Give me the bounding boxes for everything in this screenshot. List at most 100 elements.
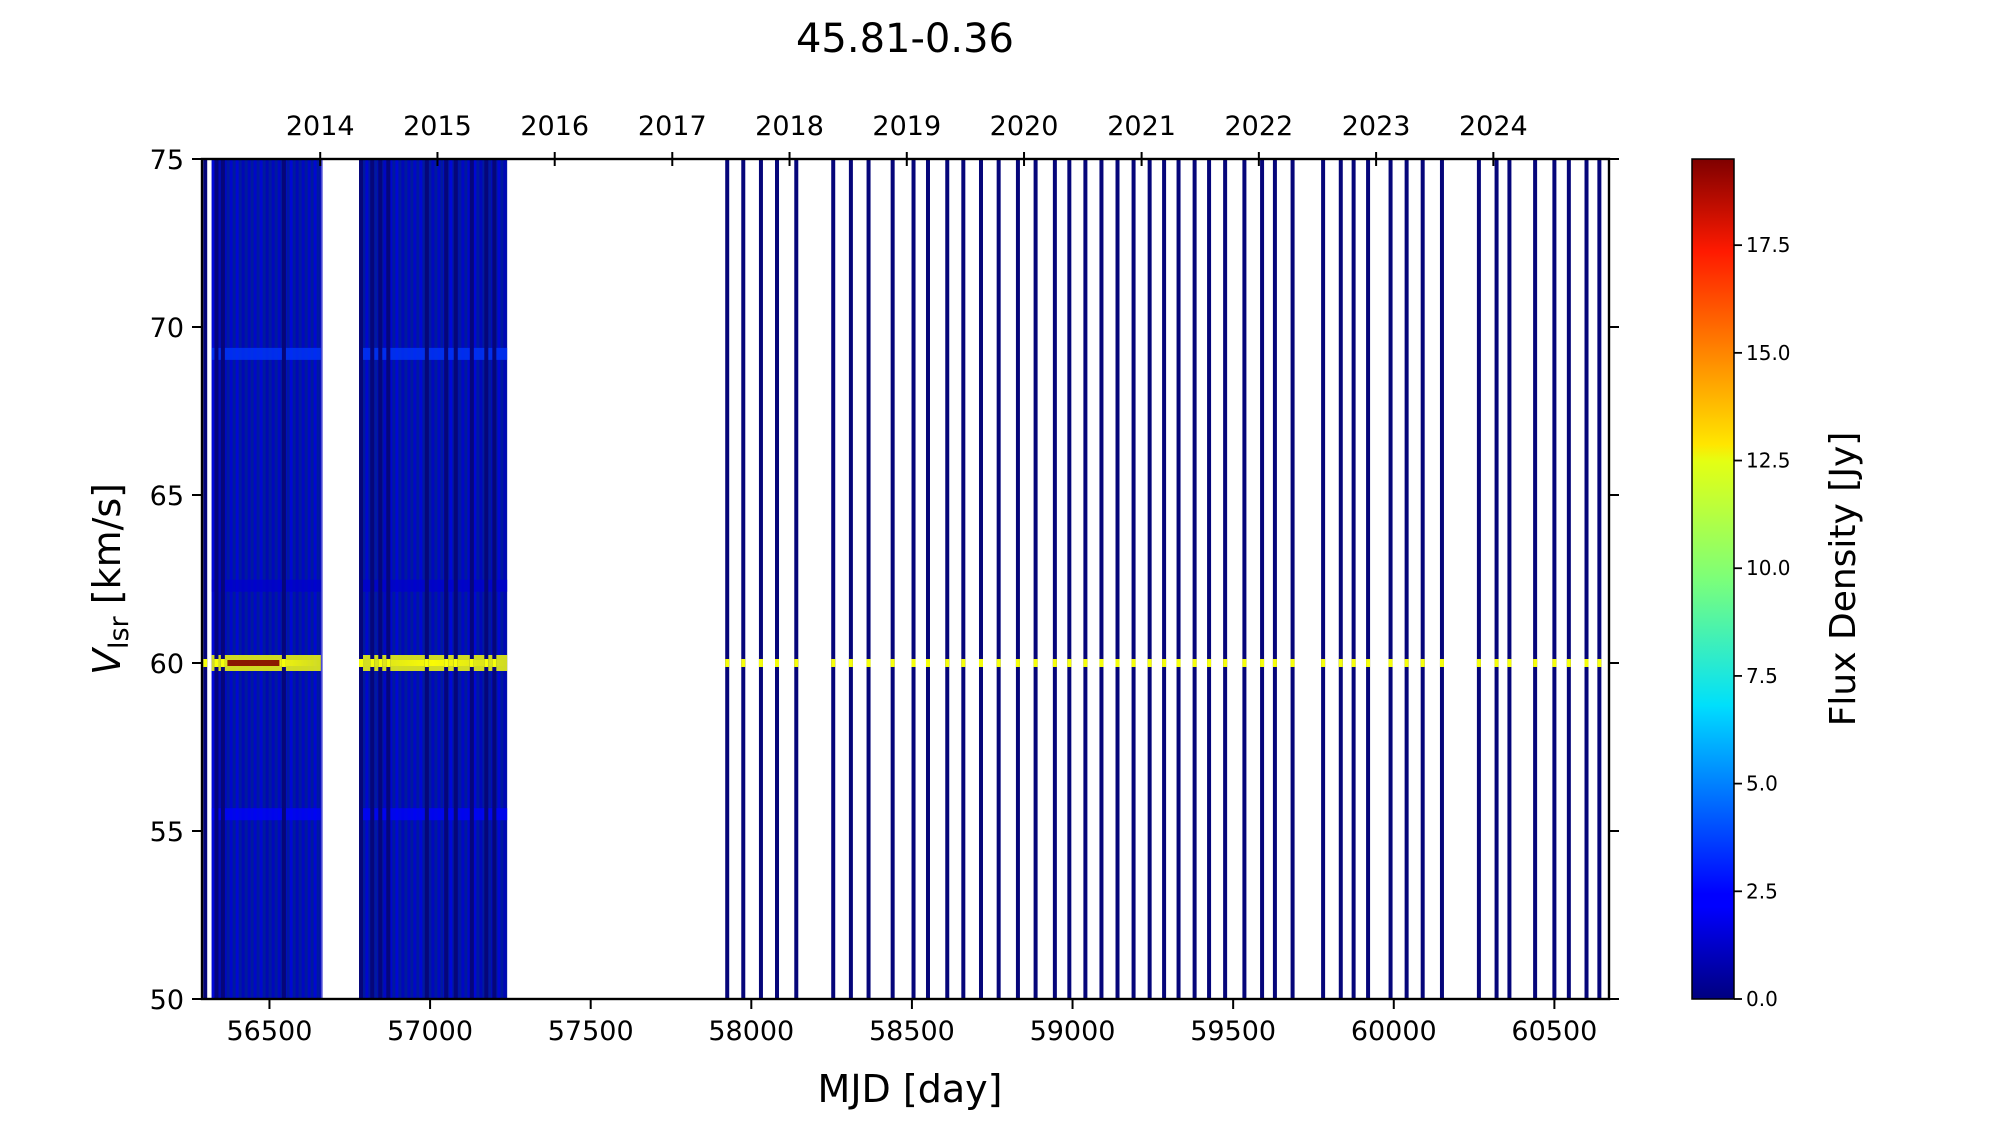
observation-maser-spot — [492, 659, 497, 667]
observation-line — [978, 159, 983, 999]
observation-maser-spot — [1597, 659, 1602, 667]
observation-streak — [259, 159, 263, 999]
observation-line — [1290, 159, 1295, 999]
observation-maser-spot — [1321, 659, 1326, 667]
observation-streak — [389, 159, 393, 999]
colorbar-tick-label: 2.5 — [1746, 879, 1778, 903]
year-tick-label: 2022 — [1224, 111, 1293, 142]
observation-line — [1162, 159, 1167, 999]
observation-maser-spot — [220, 659, 225, 667]
year-tick-label: 2016 — [520, 111, 589, 142]
observation-maser-spot — [890, 659, 895, 667]
colorbar-label: Flux Density [Jy] — [1823, 432, 1864, 727]
x-tick-label: 59500 — [1190, 1016, 1276, 1047]
observation-streak — [313, 159, 317, 999]
observation-line — [848, 159, 853, 999]
observation-line — [492, 159, 497, 999]
colorbar-tick-label: 5.0 — [1746, 772, 1778, 796]
observation-line — [484, 159, 489, 999]
observation-line — [1272, 159, 1277, 999]
observation-line — [961, 159, 966, 999]
observation-line — [1566, 159, 1571, 999]
observation-maser-spot — [866, 659, 871, 667]
observation-line — [775, 159, 780, 999]
observation-maser-spot — [1404, 659, 1409, 667]
observation-line — [1366, 159, 1371, 999]
observation-line — [220, 159, 225, 999]
observation-maser-spot — [1067, 659, 1072, 667]
observation-line — [1404, 159, 1409, 999]
observation-streak — [247, 159, 251, 999]
observation-line — [378, 159, 383, 999]
observation-streak — [503, 159, 507, 999]
observation-line — [424, 159, 429, 999]
observation-line — [1147, 159, 1152, 999]
observation-maser-spot — [1083, 659, 1088, 667]
observation-maser-spot — [1115, 659, 1120, 667]
observation-maser-spot — [424, 659, 429, 667]
observation-line — [1388, 159, 1393, 999]
observation-maser-spot — [370, 659, 375, 667]
colorbar-ticks: 0.0 2.5 5.0 7.5 10.0 12.5 15.0 17.5 — [1734, 233, 1791, 1011]
observation-maser-spot — [1242, 659, 1247, 667]
observation-maser-spot — [1494, 659, 1499, 667]
observation-line — [996, 159, 1001, 999]
observation-line — [1099, 159, 1104, 999]
observation-streak — [253, 159, 257, 999]
observation-maser-spot — [281, 659, 286, 667]
peak-flux-mark — [227, 660, 280, 666]
observation-streak — [289, 159, 293, 999]
observation-line — [1597, 159, 1602, 999]
x-tick-label: 60500 — [1511, 1016, 1597, 1047]
observation-line — [1242, 159, 1247, 999]
observation-line — [453, 159, 458, 999]
observation-maser-spot — [1260, 659, 1265, 667]
observation-line — [1067, 159, 1072, 999]
observation-line — [1494, 159, 1499, 999]
observation-line — [1052, 159, 1057, 999]
observation-maser-spot — [978, 659, 983, 667]
observation-maser-spot — [1351, 659, 1356, 667]
observation-maser-spot — [203, 659, 208, 667]
observation-maser-spot — [945, 659, 950, 667]
observation-maser-spot — [1338, 659, 1343, 667]
observation-streak — [301, 159, 305, 999]
colorbar-tick-label: 0.0 — [1746, 987, 1778, 1011]
observation-streak — [223, 159, 227, 999]
observation-streak — [307, 159, 311, 999]
spectral-feature-core — [359, 660, 508, 666]
colorbar-tick-label: 10.0 — [1746, 556, 1791, 580]
observation-line — [1321, 159, 1326, 999]
colorbar-tick-label: 17.5 — [1746, 233, 1791, 257]
spectral-feature-band — [211, 347, 321, 360]
x-tick-label: 57000 — [387, 1016, 473, 1047]
observation-streak — [319, 159, 323, 999]
x-tick-label: 56500 — [227, 1016, 313, 1047]
observation-streak — [473, 159, 477, 999]
observation-line — [866, 159, 871, 999]
observation-maser-spot — [1476, 659, 1481, 667]
observation-maser-spot — [214, 659, 219, 667]
observation-maser-spot — [1207, 659, 1212, 667]
observation-line — [214, 159, 219, 999]
observation-line — [725, 159, 730, 999]
svg-text:Vlsr [km/s]: Vlsr [km/s] — [85, 483, 135, 675]
year-tick-label: 2023 — [1342, 111, 1411, 142]
year-tick-label: 2024 — [1459, 111, 1528, 142]
observation-maser-spot — [1176, 659, 1181, 667]
observation-maser-spot — [1147, 659, 1152, 667]
observation-maser-spot — [1552, 659, 1557, 667]
y-tick-label: 75 — [150, 145, 184, 176]
x-tick-label: 58500 — [869, 1016, 955, 1047]
observation-line — [1207, 159, 1212, 999]
observation-line — [911, 159, 916, 999]
observation-streak — [401, 159, 405, 999]
observation-line — [1131, 159, 1136, 999]
spectral-feature-band — [211, 579, 321, 592]
x-tick-label: 59000 — [1030, 1016, 1116, 1047]
observation-line — [945, 159, 950, 999]
observation-maser-spot — [1420, 659, 1425, 667]
observation-maser-spot — [1223, 659, 1228, 667]
observation-streak — [265, 159, 269, 999]
